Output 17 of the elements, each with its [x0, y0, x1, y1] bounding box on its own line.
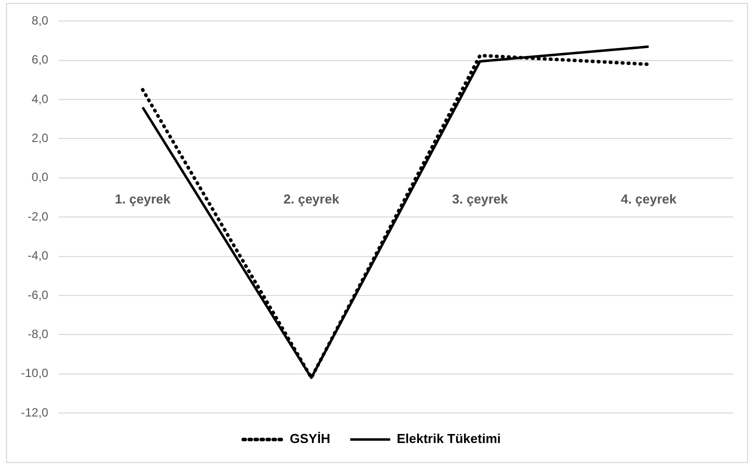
x-tick-label: 1. çeyrek	[114, 191, 172, 206]
y-tick-label: -10,0	[20, 366, 49, 380]
y-tick-label: 2,0	[32, 131, 49, 146]
x-tick-label: 4. çeyrek	[620, 191, 678, 206]
y-tick-label: 8,0	[32, 14, 49, 28]
y-tick-label: 0,0	[32, 170, 49, 184]
y-tick-label: -12,0	[20, 405, 49, 420]
legend-label: GSYİH	[290, 431, 330, 446]
y-tick-label: -4,0	[28, 248, 49, 263]
y-tick-label: -6,0	[28, 288, 49, 302]
x-tick-label: 3. çeyrek	[452, 191, 509, 206]
y-tick-label: 6,0	[32, 52, 49, 67]
y-tick-label: -2,0	[28, 209, 49, 224]
y-tick-label: -8,0	[28, 326, 49, 341]
legend-label: Elektrik Tüketimi	[396, 431, 501, 446]
y-tick-label: 4,0	[32, 92, 49, 106]
x-tick-label: 2. çeyrek	[284, 191, 340, 206]
